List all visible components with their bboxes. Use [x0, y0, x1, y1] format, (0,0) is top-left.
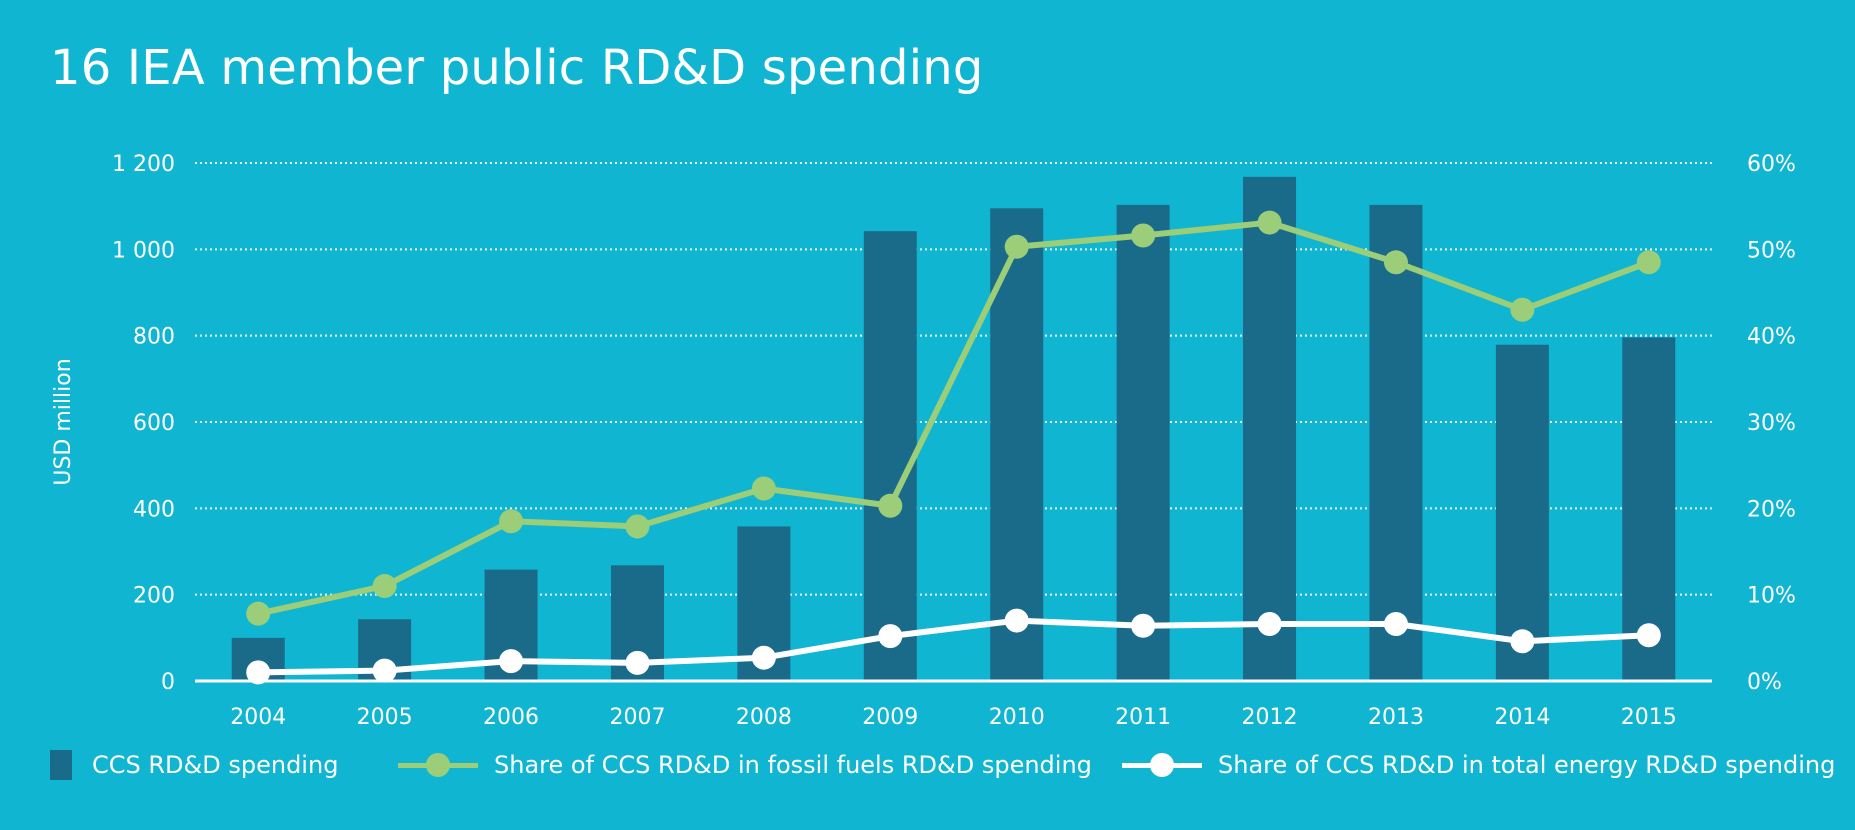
fossil-share-point: [625, 514, 650, 539]
fossil-share-point: [1131, 223, 1156, 248]
y-axis-label: USD million: [51, 358, 76, 485]
x-tick-label: 2014: [1494, 705, 1550, 730]
chart-title: 16 IEA member public RD&D spending: [50, 40, 984, 96]
total-share-point: [1383, 612, 1408, 637]
x-tick-label: 2011: [1115, 705, 1171, 730]
fossil-share-point: [1383, 250, 1408, 275]
total-share-point: [372, 658, 397, 683]
y2-tick-label: 0%: [1747, 670, 1782, 695]
total-share-point: [625, 650, 650, 675]
fossil-share-line: [255, 219, 1652, 617]
chart-legend: CCS RD&D spending Share of CCS RD&D in f…: [0, 740, 1855, 790]
total-share-point: [1636, 623, 1661, 648]
legend-label: Share of CCS RD&D in total energy RD&D s…: [1218, 751, 1836, 779]
total-share-point: [246, 660, 271, 685]
x-tick-label: 2009: [862, 705, 918, 730]
x-tick-label: 2010: [989, 705, 1045, 730]
fossil-share-point: [246, 601, 271, 626]
fossil-share-point: [1004, 234, 1029, 259]
bar: [1243, 176, 1297, 681]
y-tick-label: 600: [133, 411, 175, 436]
bar: [1369, 204, 1423, 681]
total-share-point: [1131, 613, 1156, 638]
fossil-share-point: [372, 574, 397, 599]
x-tick-label: 2006: [483, 705, 539, 730]
fossil-share-point: [1636, 250, 1661, 275]
bar: [863, 231, 917, 681]
legend-swatch-line: [398, 750, 478, 780]
y2-tick-label: 40%: [1747, 325, 1796, 350]
x-tick-label: 2004: [230, 705, 286, 730]
x-tick-label: 2008: [736, 705, 792, 730]
y2-tick-label: 20%: [1747, 497, 1796, 522]
y2-tick-label: 50%: [1747, 238, 1796, 263]
legend-swatch-line: [1122, 750, 1202, 780]
y-tick-label: 400: [133, 497, 175, 522]
fossil-share-point: [1510, 297, 1535, 322]
legend-item-total-share: Share of CCS RD&D in total energy RD&D s…: [1122, 750, 1835, 780]
y-tick-label: 0: [161, 670, 175, 695]
y-tick-label: 800: [133, 325, 175, 350]
chart-plot: 0 200 400 600 800 1 000 1 200 0% 10% 20% 30% 40% 50%…: [51, 152, 1796, 730]
y-tick-label: 1 000: [112, 238, 175, 263]
legend-swatch-bar: [50, 750, 72, 780]
total-share-point: [1510, 629, 1535, 654]
y2-tick-label: 60%: [1747, 152, 1796, 177]
total-share-point: [1257, 612, 1282, 637]
legend-label: CCS RD&D spending: [92, 751, 339, 779]
fossil-share-point: [878, 493, 903, 518]
y2-tick-label: 10%: [1747, 584, 1796, 609]
y-tick-label: 1 200: [112, 152, 175, 177]
x-tick-label: 2007: [609, 705, 665, 730]
x-tick-label: 2013: [1368, 705, 1424, 730]
legend-label: Share of CCS RD&D in fossil fuels RD&D s…: [494, 751, 1092, 779]
x-tick-label: 2015: [1621, 705, 1677, 730]
fossil-share-point: [751, 476, 776, 501]
x-tick-label: 2005: [357, 705, 413, 730]
legend-item-fossil-share: Share of CCS RD&D in fossil fuels RD&D s…: [398, 750, 1092, 780]
total-share-point: [1004, 608, 1029, 633]
y2-tick-label: 30%: [1747, 411, 1796, 436]
total-share-point: [751, 645, 776, 670]
y-tick-label: 200: [133, 584, 175, 609]
total-share-point: [499, 649, 524, 674]
total-share-line: [255, 617, 1652, 676]
bar: [1495, 344, 1549, 681]
legend-item-ccs-spending: CCS RD&D spending: [50, 750, 338, 780]
bar: [1116, 204, 1170, 681]
fossil-share-point: [499, 509, 524, 534]
total-share-point: [878, 624, 903, 649]
fossil-share-point: [1257, 210, 1282, 235]
x-tick-label: 2012: [1242, 705, 1298, 730]
